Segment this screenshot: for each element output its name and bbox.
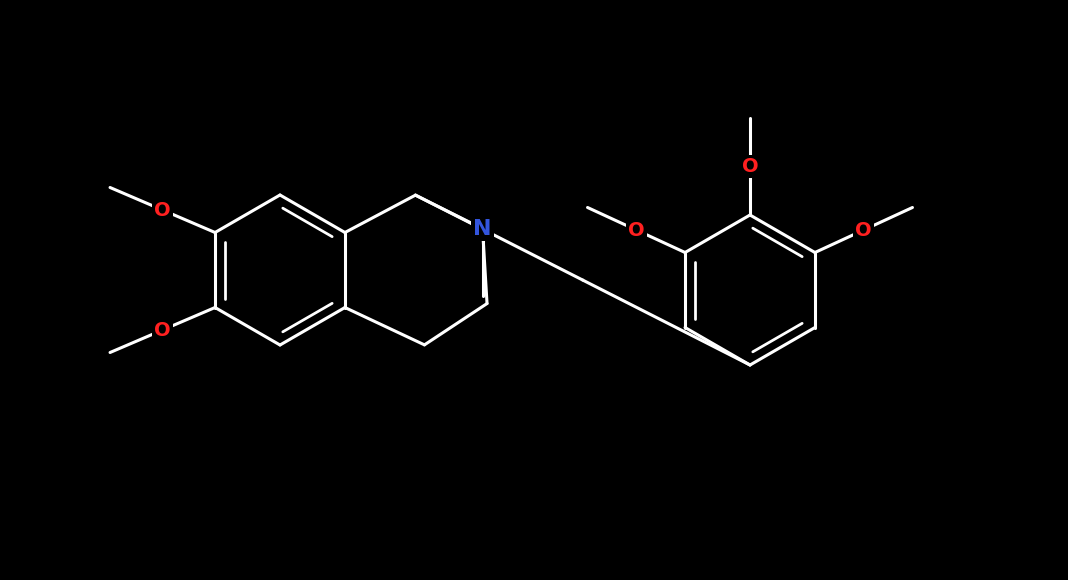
Text: N: N <box>473 219 491 239</box>
Text: O: O <box>855 220 871 240</box>
Text: O: O <box>741 157 758 176</box>
Text: O: O <box>154 321 171 339</box>
Text: O: O <box>628 220 645 240</box>
Text: O: O <box>154 201 171 219</box>
